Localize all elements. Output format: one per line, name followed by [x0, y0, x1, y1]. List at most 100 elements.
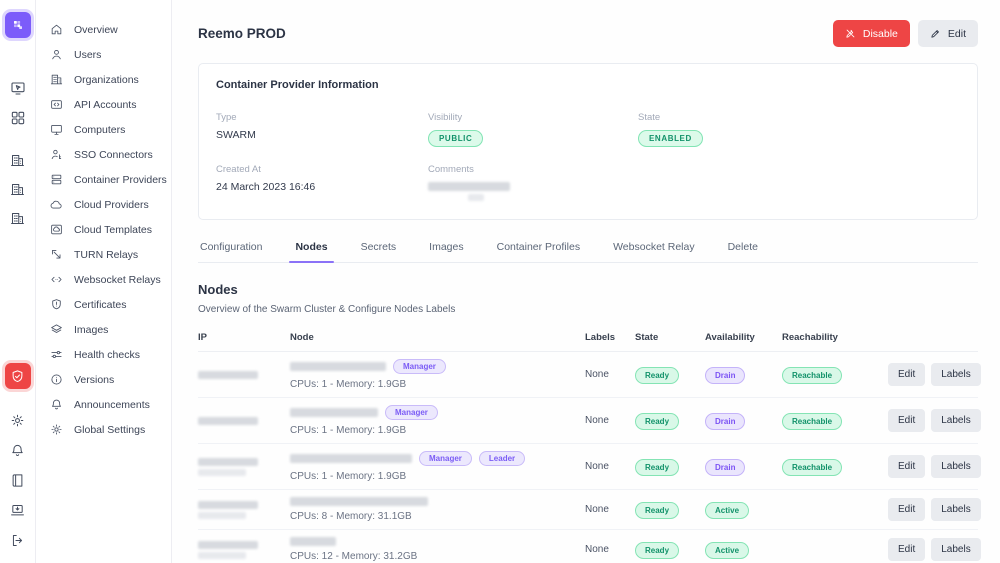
sidebar-item-label: TURN Relays [74, 248, 139, 261]
field-label: Created At [216, 164, 261, 175]
organization-icon[interactable] [10, 153, 26, 169]
node-table-row: CPUs: 12 - Memory: 31.2GB None Ready Active… [198, 530, 981, 563]
sidebar-item-label: Websocket Relays [74, 273, 161, 286]
sidebar-item-computers[interactable]: Computers [36, 117, 171, 142]
user-icon [50, 48, 63, 61]
edit-button[interactable]: Edit [917, 20, 978, 47]
tab-images[interactable]: Images [429, 241, 464, 253]
sidebar-item-label: Certificates [74, 298, 127, 311]
sidebar-item-label: Users [74, 48, 102, 61]
sidebar-item-label: Announcements [74, 398, 150, 411]
edit-row-button[interactable]: Edit [888, 409, 926, 432]
status-badge: ENABLED [638, 130, 703, 147]
sidebar-item-users[interactable]: Users [36, 42, 171, 67]
sidebar-item-turn-relays[interactable]: TURN Relays [36, 242, 171, 267]
tab-configuration[interactable]: Configuration [200, 241, 263, 253]
column-header-reachability: Reachability [782, 332, 838, 343]
node-cell: CPUs: 12 - Memory: 31.2GB [290, 537, 585, 562]
ip-redacted [198, 370, 290, 379]
role-badge-manager: Manager [419, 451, 472, 466]
sidebar-item-label: SSO Connectors [74, 148, 153, 161]
disable-button[interactable]: Disable [832, 20, 910, 47]
reachability-badge: Reachable [782, 413, 843, 430]
sidebar-item-cloud-templates[interactable]: Cloud Templates [36, 217, 171, 242]
logout-icon[interactable] [10, 533, 26, 549]
field-created-at: Created At 24 March 2023 16:46 [216, 164, 428, 201]
gear-icon [50, 423, 63, 436]
shield-check-icon[interactable] [4, 363, 31, 389]
edit-row-button[interactable]: Edit [888, 363, 926, 386]
organization-icon[interactable] [10, 211, 26, 227]
labels-value: None [585, 504, 609, 515]
building-icon [50, 73, 63, 86]
state-badge: Ready [635, 459, 680, 476]
state-badge: Ready [635, 542, 680, 559]
sidebar-item-api-accounts[interactable]: API Accounts [36, 92, 171, 117]
reachability-badge: Reachable [782, 459, 843, 476]
screen-cursor-icon[interactable] [10, 80, 26, 96]
sidebar-item-label: Organizations [74, 73, 139, 86]
sidebar-item-global-settings[interactable]: Global Settings [36, 417, 171, 442]
card-title: Container Provider Information [216, 79, 379, 91]
edit-row-button[interactable]: Edit [888, 455, 926, 478]
shieldcert-icon [50, 298, 63, 311]
sidebar-item-images[interactable]: Images [36, 317, 171, 342]
node-specs: CPUs: 12 - Memory: 31.2GB [290, 551, 418, 562]
nodes-section-subtitle: Overview of the Swarm Cluster & Configur… [198, 304, 456, 315]
field-visibility: Visibility PUBLIC [428, 112, 638, 147]
sidebar-item-announcements[interactable]: Announcements [36, 392, 171, 417]
node-cell: Manager CPUs: 1 - Memory: 1.9GB [290, 359, 585, 390]
node-cell: Manager CPUs: 1 - Memory: 1.9GB [290, 405, 585, 436]
nodes-section-title: Nodes [198, 282, 238, 297]
sidebar-item-label: Versions [74, 373, 115, 386]
gear-icon[interactable] [10, 413, 26, 429]
laptop-download-icon[interactable] [10, 503, 26, 519]
tab-delete[interactable]: Delete [727, 241, 758, 253]
node-cell: Manager Leader CPUs: 1 - Memory: 1.9GB [290, 451, 585, 482]
sidebar-item-overview[interactable]: Overview [36, 17, 171, 42]
labels-row-button[interactable]: Labels [931, 409, 981, 432]
field-value: 24 March 2023 16:46 [216, 181, 316, 193]
bell-icon[interactable] [10, 443, 26, 459]
sidebar-item-health-checks[interactable]: Health checks [36, 342, 171, 367]
column-header-ip: IP [198, 332, 207, 343]
availability-badge: Drain [705, 367, 746, 384]
node-table-row: Manager Leader CPUs: 1 - Memory: 1.9GB None… [198, 444, 981, 490]
redacted-value [468, 194, 484, 201]
organization-icon[interactable] [10, 182, 26, 198]
node-specs: CPUs: 8 - Memory: 31.1GB [290, 511, 412, 522]
node-specs: CPUs: 1 - Memory: 1.9GB [290, 379, 407, 390]
tab-websocket-relay[interactable]: Websocket Relay [613, 241, 695, 253]
sidebar-item-websocket-relays[interactable]: Websocket Relays [36, 267, 171, 292]
sidebar-item-organizations[interactable]: Organizations [36, 67, 171, 92]
book-icon[interactable] [10, 473, 26, 489]
websocket-icon [50, 273, 63, 286]
reemo-logo[interactable] [4, 12, 31, 38]
tab-secrets[interactable]: Secrets [360, 241, 397, 253]
tab-container-profiles[interactable]: Container Profiles [496, 241, 581, 253]
field-label: State [638, 112, 661, 123]
labels-row-button[interactable]: Labels [931, 538, 981, 561]
tab-nodes[interactable]: Nodes [289, 239, 334, 263]
sidebar-item-cloud-providers[interactable]: Cloud Providers [36, 192, 171, 217]
sidebar-item-sso-connectors[interactable]: SSO Connectors [36, 142, 171, 167]
edit-row-button[interactable]: Edit [888, 498, 926, 521]
sidebar-item-versions[interactable]: Versions [36, 367, 171, 392]
field-state: State ENABLED [638, 112, 960, 147]
sidebar-item-label: Overview [74, 23, 118, 36]
labels-value: None [585, 544, 609, 555]
node-name-redacted [290, 408, 378, 417]
availability-badge: Active [705, 542, 750, 559]
cloudbox-icon [50, 223, 63, 236]
edit-row-button[interactable]: Edit [888, 538, 926, 561]
labels-row-button[interactable]: Labels [931, 455, 981, 478]
apps-grid-icon[interactable] [10, 110, 26, 126]
labels-row-button[interactable]: Labels [931, 363, 981, 386]
sidebar-item-container-providers[interactable]: Container Providers [36, 167, 171, 192]
availability-badge: Drain [705, 413, 746, 430]
field-label: Visibility [428, 112, 463, 123]
labels-row-button[interactable]: Labels [931, 498, 981, 521]
layers-icon [50, 323, 63, 336]
edit-button-label: Edit [947, 27, 966, 40]
sidebar-item-certificates[interactable]: Certificates [36, 292, 171, 317]
